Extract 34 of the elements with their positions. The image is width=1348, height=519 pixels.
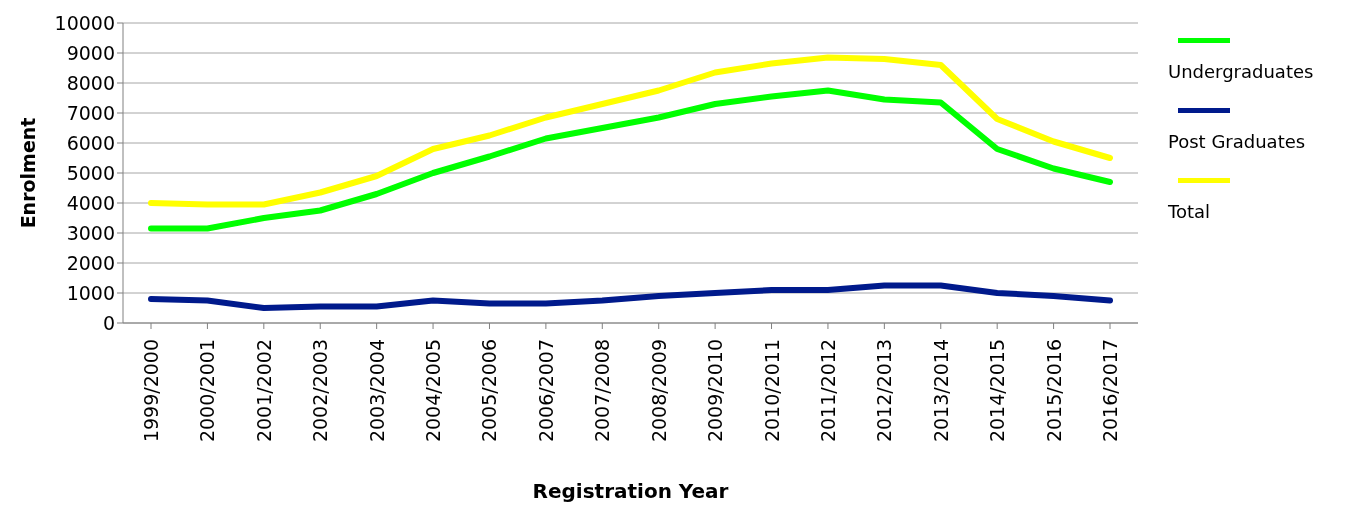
y-tick-label: 0 — [102, 311, 115, 334]
x-tick-label: 2013/2014 — [929, 339, 952, 443]
x-tick-label: 2014/2015 — [986, 339, 1009, 443]
y-tick-label: 9000 — [66, 41, 115, 64]
x-tick-label: 2004/2005 — [422, 339, 445, 443]
y-tick-label: 4000 — [66, 191, 115, 214]
x-tick-label: 2008/2009 — [647, 339, 670, 443]
legend-label: Total — [1168, 201, 1212, 222]
x-tick-label: 2015/2016 — [1042, 339, 1065, 443]
x-axis-title: Registration Year — [532, 479, 729, 503]
x-tick-label: 2003/2004 — [365, 339, 388, 443]
legend-label: Undergraduates — [1168, 61, 1314, 82]
y-tick-label: 10000 — [54, 11, 115, 34]
x-tick-label: 2009/2010 — [704, 339, 727, 443]
x-tick-label: 2002/2003 — [309, 339, 332, 443]
x-tick-label: 2001/2002 — [252, 339, 275, 443]
legend-label: Post Graduates — [1168, 131, 1307, 152]
x-tick-label: 2016/2017 — [1099, 339, 1121, 443]
y-tick-label: 3000 — [66, 221, 115, 244]
x-tick-label: 2007/2008 — [591, 339, 614, 443]
x-tick-label: 2012/2013 — [873, 339, 896, 443]
y-tick-label: 6000 — [66, 131, 115, 154]
y-tick-label: 8000 — [66, 71, 115, 94]
x-tick-label: 2011/2012 — [816, 339, 839, 443]
y-tick-label: 5000 — [66, 161, 115, 184]
x-tick-label: 2010/2011 — [760, 339, 783, 443]
x-tick-label: 2005/2006 — [478, 339, 501, 443]
x-tick-label: 1999/2000 — [140, 339, 162, 443]
y-tick-label: 7000 — [66, 101, 115, 124]
x-tick-label: 2006/2007 — [534, 339, 557, 443]
x-tick-label: 2000/2001 — [196, 339, 219, 443]
y-tick-label: 1000 — [66, 281, 115, 304]
y-tick-label: 2000 — [66, 251, 115, 274]
y-axis-title: Enrolment — [16, 117, 39, 229]
